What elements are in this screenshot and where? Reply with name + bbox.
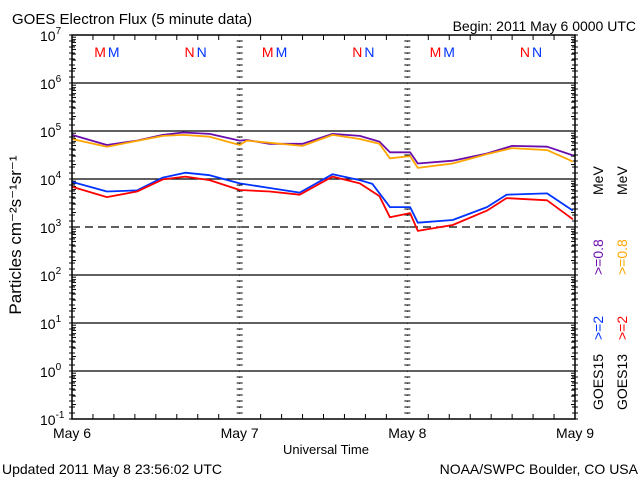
series-line-goes15-0-8-mev — [71, 131, 574, 165]
chart-title: GOES Electron Flux (5 minute data) — [12, 11, 252, 28]
y-axis-label: Particles cm⁻²s⁻¹sr⁻¹ — [6, 155, 25, 314]
x-axis-label: Universal Time — [283, 442, 369, 457]
x-tick-labels: May 6 May 7 May 8 May 9 — [53, 425, 594, 441]
legend-satellite: GOES13 — [614, 354, 630, 410]
series-lines — [71, 131, 574, 232]
marker-label-red: M — [262, 44, 274, 60]
legend-high-energy: >=0.8 — [590, 239, 606, 275]
marker-label-blue: N — [532, 44, 542, 60]
x-tick-label: May 8 — [388, 425, 426, 441]
plot-frame — [71, 34, 576, 420]
series-line-goes13-0-8-mev — [71, 134, 574, 169]
y-tick-label: 105 — [40, 122, 62, 140]
y-tick-label: 100 — [40, 362, 62, 380]
series-line-goes13-2-mev — [71, 175, 574, 232]
marker-label-red: M — [430, 44, 442, 60]
x-tick-label: May 7 — [221, 425, 259, 441]
x-tick-label: May 6 — [53, 425, 91, 441]
marker-label-red: N — [352, 44, 362, 60]
y-tick-label: 101 — [40, 314, 62, 332]
marker-label-blue: N — [197, 44, 207, 60]
begin-label: Begin: 2011 May 6 0000 UTC — [453, 18, 636, 34]
marker-label-blue: N — [364, 44, 374, 60]
legend-unit: MeV — [590, 166, 606, 195]
legend: GOES15 >=2 >=0.8 MeV GOES13 >=2 >=0.8 MeV — [590, 166, 630, 410]
grid — [72, 82, 575, 372]
credit-label: NOAA/SWPC Boulder, CO USA — [440, 461, 639, 477]
legend-low-energy: >=2 — [614, 316, 630, 340]
marker-label-red: N — [520, 44, 530, 60]
marker-label-blue: M — [276, 44, 288, 60]
legend-high-energy: >=0.8 — [614, 239, 630, 275]
series-line-goes15-2-mev — [71, 171, 574, 224]
legend-column: GOES15 >=2 >=0.8 MeV — [590, 166, 606, 410]
legend-low-energy: >=2 — [590, 316, 606, 340]
marker-label-red: N — [185, 44, 195, 60]
updated-timestamp: Updated 2011 May 8 23:56:02 UTC — [2, 461, 222, 477]
y-tick-label: 103 — [40, 218, 62, 236]
y-tick-label: 10-1 — [40, 410, 65, 428]
legend-column: GOES13 >=2 >=0.8 MeV — [614, 166, 630, 410]
marker-label-blue: M — [443, 44, 455, 60]
y-tick-label: 102 — [40, 266, 62, 284]
legend-unit: MeV — [614, 166, 630, 195]
y-tick-label: 107 — [40, 26, 62, 44]
legend-satellite: GOES15 — [590, 354, 606, 410]
x-tick-label: May 9 — [556, 425, 594, 441]
y-tick-labels: 107 106 105 104 103 102 101 100 10-1 — [40, 26, 65, 428]
y-tick-label: 106 — [40, 74, 62, 92]
marker-label-red: M — [94, 44, 106, 60]
marker-label-blue: M — [108, 44, 120, 60]
y-tick-label: 104 — [40, 170, 62, 188]
